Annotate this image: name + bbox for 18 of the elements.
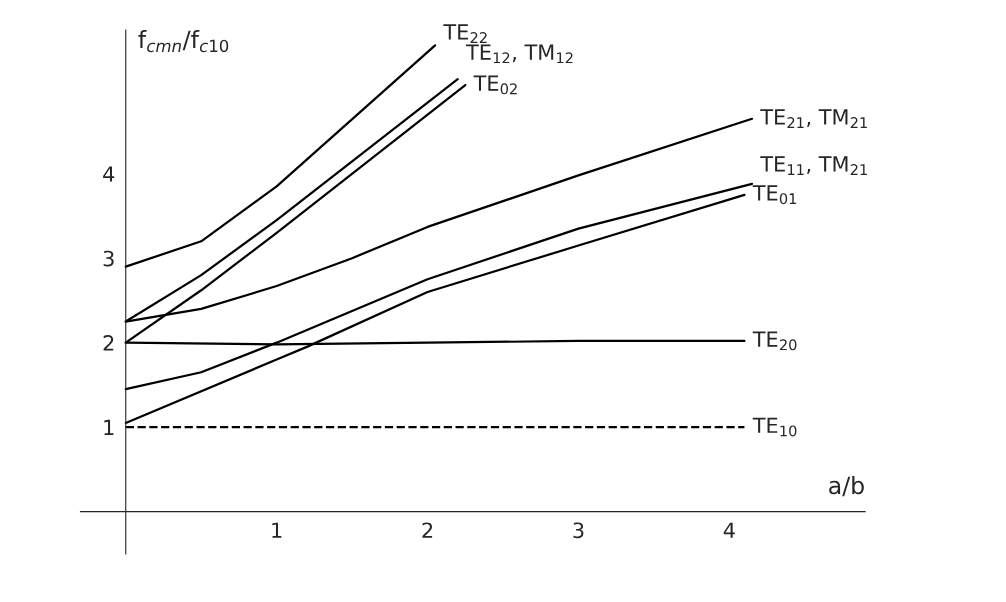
- series-label: TE$_{20}$: [752, 331, 797, 351]
- series-label: TE$_{11}$, TM$_{21}$: [760, 156, 867, 175]
- series-label: TE$_{02}$: [473, 75, 517, 95]
- y-tick-label: 3: [103, 250, 114, 267]
- series-label: TE$_{22}$: [443, 24, 487, 43]
- series-label: TE$_{12}$, TM$_{12}$: [466, 44, 573, 64]
- x-tick-label: 3: [573, 522, 584, 539]
- y-tick-label: 1: [104, 419, 114, 436]
- series-label: TE$_{21}$, TM$_{21}$: [760, 109, 867, 128]
- series-label: TE$_{01}$: [752, 185, 797, 205]
- x-tick-label: 2: [422, 522, 433, 538]
- y-tick-label: 2: [103, 335, 114, 351]
- x-tick-label: 1: [272, 522, 282, 538]
- x-axis-title: a/b: [829, 476, 864, 497]
- y-axis-title: f$_{cmn}$/f$_{c10}$: [138, 30, 229, 53]
- series-label: TE$_{10}$: [752, 417, 797, 437]
- y-tick-label: 4: [103, 166, 115, 182]
- x-tick-label: 4: [723, 522, 735, 538]
